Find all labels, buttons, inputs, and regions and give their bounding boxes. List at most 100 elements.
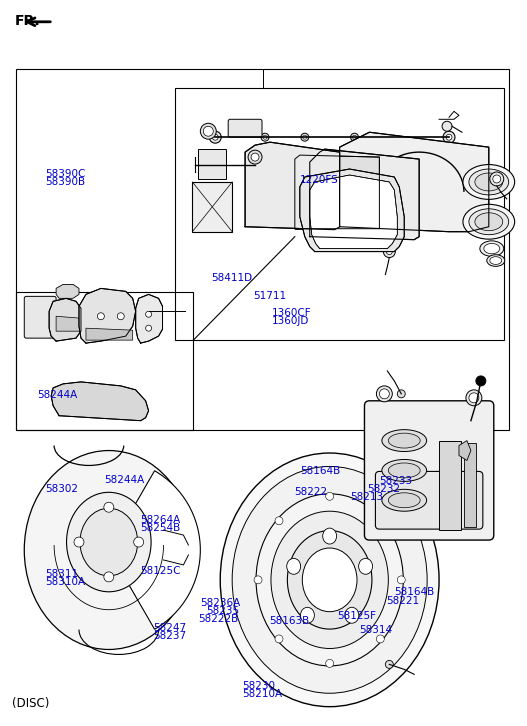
- Circle shape: [251, 153, 259, 161]
- Circle shape: [97, 313, 104, 319]
- Text: 58244A: 58244A: [37, 391, 77, 401]
- Polygon shape: [245, 142, 339, 229]
- Text: 58264A: 58264A: [140, 515, 181, 526]
- Ellipse shape: [475, 173, 503, 191]
- Bar: [16, 68, 509, 430]
- Ellipse shape: [323, 528, 337, 544]
- Bar: [464, 443, 476, 527]
- Text: 1360CF: 1360CF: [271, 308, 311, 318]
- Circle shape: [209, 131, 221, 143]
- Circle shape: [397, 390, 405, 398]
- Circle shape: [104, 572, 114, 582]
- Polygon shape: [310, 149, 419, 240]
- FancyBboxPatch shape: [375, 471, 483, 529]
- Circle shape: [350, 133, 358, 141]
- Text: 58164B: 58164B: [300, 466, 340, 476]
- Circle shape: [376, 517, 384, 525]
- Ellipse shape: [24, 451, 193, 650]
- Polygon shape: [56, 317, 81, 331]
- Ellipse shape: [66, 492, 151, 592]
- Ellipse shape: [382, 489, 427, 511]
- Text: 58222B: 58222B: [198, 613, 238, 624]
- Circle shape: [200, 123, 216, 139]
- Circle shape: [303, 135, 307, 139]
- Text: FR.: FR.: [15, 15, 40, 28]
- Ellipse shape: [382, 430, 427, 452]
- Circle shape: [203, 126, 213, 136]
- Circle shape: [353, 135, 356, 139]
- Circle shape: [254, 576, 262, 584]
- Circle shape: [248, 150, 262, 164]
- Circle shape: [476, 376, 486, 386]
- Ellipse shape: [80, 508, 138, 576]
- Text: 58314: 58314: [359, 625, 393, 635]
- Polygon shape: [459, 441, 471, 460]
- Ellipse shape: [484, 243, 500, 254]
- Text: 58302: 58302: [45, 484, 78, 494]
- Text: 58390B: 58390B: [45, 176, 85, 187]
- Circle shape: [376, 635, 384, 643]
- Circle shape: [145, 325, 152, 331]
- FancyBboxPatch shape: [24, 296, 56, 338]
- Ellipse shape: [475, 213, 503, 231]
- Circle shape: [379, 389, 389, 399]
- Circle shape: [442, 121, 452, 131]
- Ellipse shape: [300, 608, 315, 623]
- Circle shape: [490, 172, 504, 186]
- Text: 58163B: 58163B: [269, 616, 309, 626]
- Wedge shape: [109, 470, 200, 629]
- Polygon shape: [295, 209, 374, 229]
- Circle shape: [263, 135, 267, 139]
- Circle shape: [446, 134, 452, 140]
- FancyBboxPatch shape: [228, 119, 262, 137]
- Circle shape: [443, 131, 455, 143]
- Text: 58213: 58213: [350, 492, 383, 502]
- Text: 58233: 58233: [379, 476, 412, 486]
- Ellipse shape: [359, 558, 373, 574]
- Bar: [16, 293, 193, 430]
- Polygon shape: [49, 298, 81, 341]
- Ellipse shape: [463, 165, 515, 200]
- Polygon shape: [86, 328, 133, 340]
- Circle shape: [118, 313, 124, 319]
- Circle shape: [493, 175, 501, 183]
- Bar: [192, 182, 232, 232]
- Ellipse shape: [287, 558, 301, 574]
- Text: 58210A: 58210A: [242, 689, 282, 698]
- Bar: [175, 89, 504, 340]
- Text: 1220FS: 1220FS: [300, 174, 339, 184]
- Ellipse shape: [256, 494, 403, 666]
- Bar: [198, 149, 226, 179]
- Circle shape: [275, 635, 283, 643]
- Ellipse shape: [302, 548, 357, 612]
- Ellipse shape: [382, 460, 427, 481]
- Circle shape: [212, 134, 218, 140]
- Ellipse shape: [487, 255, 505, 266]
- Text: 58125C: 58125C: [140, 566, 181, 576]
- Ellipse shape: [388, 463, 420, 478]
- Polygon shape: [56, 285, 79, 298]
- Circle shape: [386, 248, 392, 255]
- Ellipse shape: [388, 493, 420, 507]
- Circle shape: [469, 393, 479, 403]
- Circle shape: [376, 386, 392, 401]
- Polygon shape: [310, 175, 397, 248]
- Circle shape: [104, 502, 114, 513]
- Text: 58230: 58230: [242, 681, 276, 691]
- Circle shape: [261, 133, 269, 141]
- Circle shape: [397, 576, 405, 584]
- Text: 1360JD: 1360JD: [271, 316, 309, 326]
- Circle shape: [74, 537, 84, 547]
- Circle shape: [145, 311, 152, 317]
- Ellipse shape: [463, 204, 515, 239]
- Polygon shape: [51, 382, 149, 420]
- Circle shape: [275, 517, 283, 525]
- Text: 58222: 58222: [295, 486, 328, 497]
- Ellipse shape: [469, 209, 509, 234]
- Text: 58411D: 58411D: [211, 273, 252, 283]
- Polygon shape: [339, 132, 489, 232]
- Circle shape: [301, 133, 309, 141]
- Circle shape: [466, 390, 482, 406]
- Text: 58237: 58237: [153, 631, 187, 641]
- Text: 58221: 58221: [386, 595, 419, 605]
